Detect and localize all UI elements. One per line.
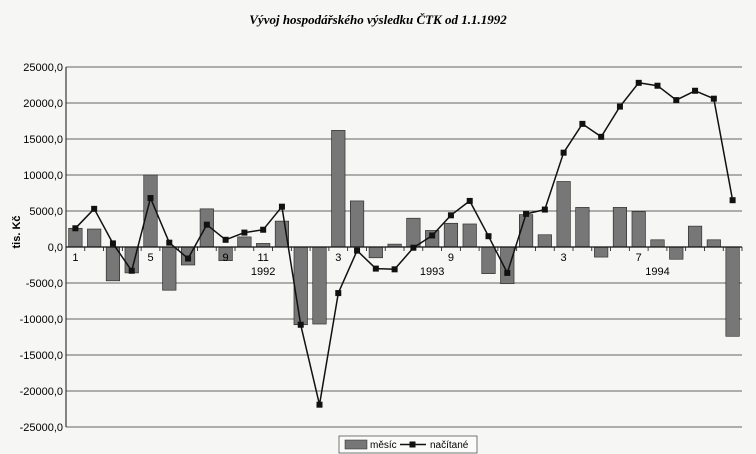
bar <box>162 246 177 291</box>
line-point <box>466 197 473 204</box>
y-tick-label: -10000,0 <box>20 314 63 326</box>
y-tick-label: -20000,0 <box>20 386 63 398</box>
line-series <box>72 79 736 408</box>
bar <box>105 246 121 282</box>
bar <box>612 207 628 248</box>
bar <box>500 246 515 285</box>
bar <box>443 222 459 248</box>
chart-title: Vývoj hospodářského výsledku ČTK od 1.1.… <box>249 12 507 27</box>
line-point <box>72 225 79 232</box>
bar <box>537 234 552 248</box>
y-tick-label: -15000,0 <box>20 350 63 362</box>
legend: měsíc načítané <box>338 435 478 454</box>
bar <box>237 236 252 248</box>
bar <box>687 225 703 248</box>
x-tick-label: 9 <box>448 252 454 264</box>
series-line <box>74 82 734 406</box>
line-point <box>654 82 661 89</box>
line-point <box>391 266 398 273</box>
line-point <box>523 210 530 217</box>
line-point <box>354 247 361 254</box>
year-label: 1994 <box>645 266 669 278</box>
line-point <box>260 226 267 233</box>
bar <box>293 246 308 326</box>
line-point <box>185 255 192 262</box>
line-point <box>297 321 304 328</box>
x-tick-label: 11 <box>257 252 268 264</box>
bar <box>631 211 646 248</box>
line-point <box>109 240 116 247</box>
y-tick-labels: -25000,0 -20000,0 -15000,0 -10000,0 -5000,0 0… <box>20 62 63 434</box>
line-point <box>335 290 342 297</box>
line-point <box>447 212 454 219</box>
y-tick-label: 10000,0 <box>23 170 63 182</box>
line-point <box>673 97 680 104</box>
bar <box>87 228 102 248</box>
line-point <box>372 265 379 272</box>
line-point <box>316 401 323 408</box>
y-tick-label: 20000,0 <box>23 98 63 110</box>
line-point <box>166 239 173 246</box>
line-point <box>635 79 642 86</box>
line-point <box>598 133 605 140</box>
line-point <box>729 197 736 204</box>
x-tick-label: 1 <box>72 252 78 264</box>
bar <box>481 246 496 274</box>
bar <box>725 246 740 337</box>
x-tick-label: 9 <box>223 252 229 264</box>
bar <box>594 246 609 258</box>
bar <box>312 246 327 325</box>
y-tick-label: 0,0 <box>48 242 63 254</box>
legend-bar-label: měsíc <box>370 440 397 451</box>
line-point <box>241 229 248 236</box>
line-point <box>504 269 511 276</box>
bar <box>349 200 365 248</box>
x-tick-labels: 1 5 9 11 3 9 3 7 1992 1993 1994 <box>72 252 669 278</box>
y-tick-label: -5000,0 <box>26 278 63 290</box>
line-point <box>710 95 717 102</box>
line-point <box>579 120 586 127</box>
line-point <box>222 236 229 243</box>
line-point <box>560 149 567 156</box>
y-axis-label: tis. Kč <box>11 215 23 248</box>
line-point <box>410 244 417 251</box>
legend-line-label: načítané <box>430 440 469 451</box>
bar <box>462 223 477 248</box>
axes <box>65 67 743 427</box>
line-point <box>485 233 492 240</box>
bar-series <box>68 130 740 337</box>
y-tick-label: -25000,0 <box>20 422 63 434</box>
line-point <box>429 232 436 239</box>
y-tick-label: 25000,0 <box>23 62 63 74</box>
bar <box>575 207 590 248</box>
line-point <box>91 205 98 212</box>
bar <box>706 239 721 248</box>
line-point <box>147 195 154 202</box>
bar <box>406 217 421 248</box>
line-point <box>203 221 210 228</box>
x-tick-label: 3 <box>335 252 341 264</box>
year-label: 1993 <box>420 266 444 278</box>
bar <box>331 130 346 248</box>
line-point <box>616 103 623 110</box>
bar <box>650 239 665 248</box>
bar <box>368 246 383 259</box>
x-tick-label: 7 <box>636 252 642 264</box>
x-tick-label: 5 <box>147 252 153 264</box>
line-point <box>278 203 285 210</box>
legend-line-marker <box>409 441 416 448</box>
y-tick-label: 5000,0 <box>29 206 63 218</box>
x-tick-label: 3 <box>561 252 567 264</box>
bar <box>556 181 571 248</box>
line-point <box>128 267 135 274</box>
year-label: 1992 <box>251 266 275 278</box>
line-point <box>541 206 548 213</box>
bar <box>669 246 684 260</box>
legend-bar-swatch <box>344 439 368 450</box>
y-tick-label: 15000,0 <box>23 134 63 146</box>
line-point <box>692 87 699 94</box>
